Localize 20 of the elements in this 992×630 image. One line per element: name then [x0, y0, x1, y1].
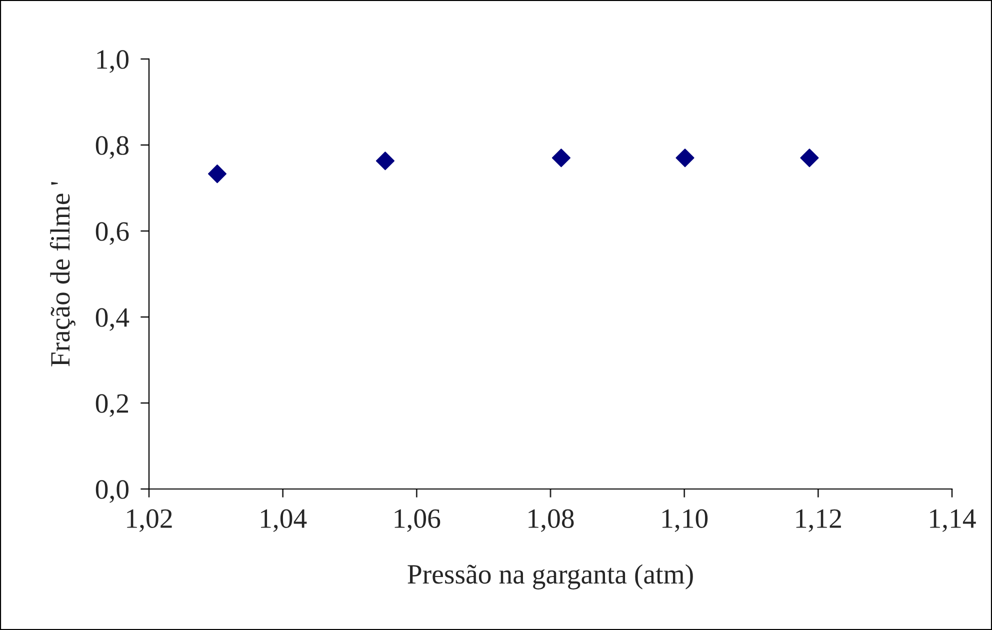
x-tick-label: 1,02 — [127, 509, 172, 532]
y-tick-label: 0,8 — [96, 136, 128, 159]
x-tick-label: 1,04 — [260, 509, 307, 532]
y-tick-label: 0,0 — [96, 480, 128, 503]
point — [800, 148, 819, 168]
x-tick-label: 1,06 — [394, 509, 440, 532]
y-tick-label: 0,2 — [96, 394, 128, 417]
y-tick-label: 1,0 — [97, 50, 128, 73]
point — [676, 148, 694, 168]
x-tick-label: 1,10 — [662, 509, 708, 532]
x-tick-label: 1,08 — [528, 509, 574, 532]
y-tick-label: 0,4 — [96, 308, 130, 331]
y-tick-label: 0,6 — [96, 222, 129, 245]
x-tick-label: 1,14 — [930, 509, 976, 532]
x-axis-title: Pressão na garganta (atm) — [408, 564, 693, 590]
point — [552, 148, 570, 168]
point — [208, 164, 227, 184]
y-axis-title: Fração de filme ' — [50, 182, 76, 366]
point — [376, 152, 394, 170]
x-tick-label: 1,12 — [796, 509, 841, 532]
